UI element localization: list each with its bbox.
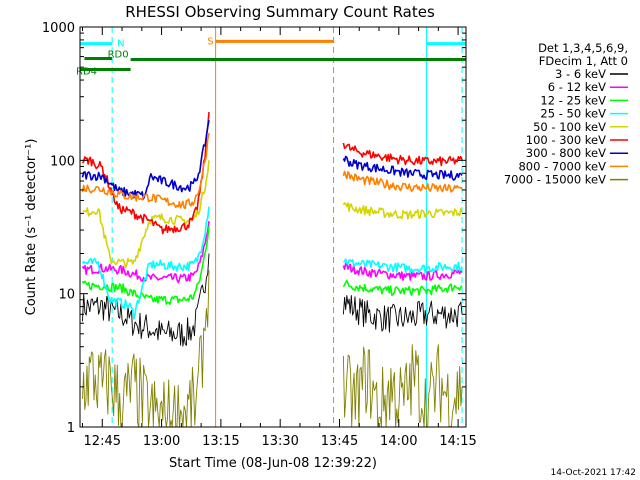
plot-frame [79, 26, 467, 428]
x-tick-label-6: 14:15 [439, 434, 476, 449]
legend-label-2: 12 - 25 keV [540, 93, 606, 107]
legend-label-4: 50 - 100 keV [533, 120, 606, 134]
y-tick-label-1: 10 [58, 288, 75, 303]
series-3-segment-1 [342, 258, 463, 274]
legend-label-8: 7000 - 15000 keV [504, 173, 606, 187]
rd4-label: RD4 [76, 67, 97, 78]
series-7-segment-0 [81, 132, 210, 210]
x-tick-label-2: 13:15 [202, 434, 239, 449]
y-tick-label-2: 100 [50, 154, 75, 169]
series-5-segment-1 [342, 142, 463, 167]
legend-title-0: Det 1,3,4,5,6,9, [538, 41, 628, 55]
timestamp: 14-Oct-2021 17:42 [551, 468, 636, 478]
y-tick-label-0: 1 [67, 421, 75, 436]
x-axis-label: Start Time (08-Jun-08 12:39:22) [169, 456, 377, 471]
legend-label-3: 25 - 50 keV [540, 107, 606, 121]
series-0-segment-1 [342, 294, 463, 333]
x-tick-label-0: 12:45 [84, 434, 121, 449]
series-lines [81, 112, 463, 428]
legend: Det 1,3,4,5,6,9,FDecim 1, Att 03 - 6 keV… [504, 41, 628, 187]
series-2-segment-1 [342, 279, 463, 297]
night-label: N [117, 39, 124, 50]
rd0-label: RD0 [108, 50, 129, 61]
x-tick-label-5: 14:00 [380, 434, 417, 449]
x-tick-label-1: 13:00 [143, 434, 180, 449]
legend-label-6: 300 - 800 keV [526, 146, 606, 160]
series-4-segment-1 [342, 202, 463, 220]
axes: 12:45 13:00 13:15 13:30 13:45 14:00 14:15 1 10 10… [42, 21, 477, 449]
x-tick-label-4: 13:45 [321, 434, 358, 449]
series-4-segment-0 [82, 160, 210, 269]
series-7-segment-1 [342, 170, 463, 193]
legend-label-5: 100 - 300 keV [526, 133, 606, 147]
series-8-segment-1 [342, 344, 463, 428]
x-tick-label-3: 13:30 [261, 434, 298, 449]
series-8-segment-0 [82, 270, 210, 428]
series-3-segment-0 [81, 206, 210, 320]
y-axis-label: Count Rate (s⁻¹ detector⁻¹) [24, 139, 39, 316]
event-markers [79, 27, 463, 427]
legend-label-1: 6 - 12 keV [548, 80, 606, 94]
saa-label: S [207, 36, 213, 47]
series-0-segment-0 [82, 253, 210, 347]
series-6-segment-1 [342, 155, 463, 181]
status-bars: N S RD0 RD4 [76, 36, 466, 78]
y-tick-label-3: 1000 [42, 21, 75, 36]
series-5-segment-0 [81, 112, 210, 235]
series-1-segment-1 [342, 262, 463, 281]
chart-title: RHESSI Observing Summary Count Rates [125, 3, 435, 21]
legend-title-1: FDecim 1, Att 0 [539, 54, 628, 68]
legend-label-7: 800 - 7000 keV [518, 159, 606, 173]
series-2-segment-0 [81, 226, 210, 306]
series-6-segment-0 [81, 120, 210, 200]
legend-label-0: 3 - 6 keV [555, 67, 606, 81]
